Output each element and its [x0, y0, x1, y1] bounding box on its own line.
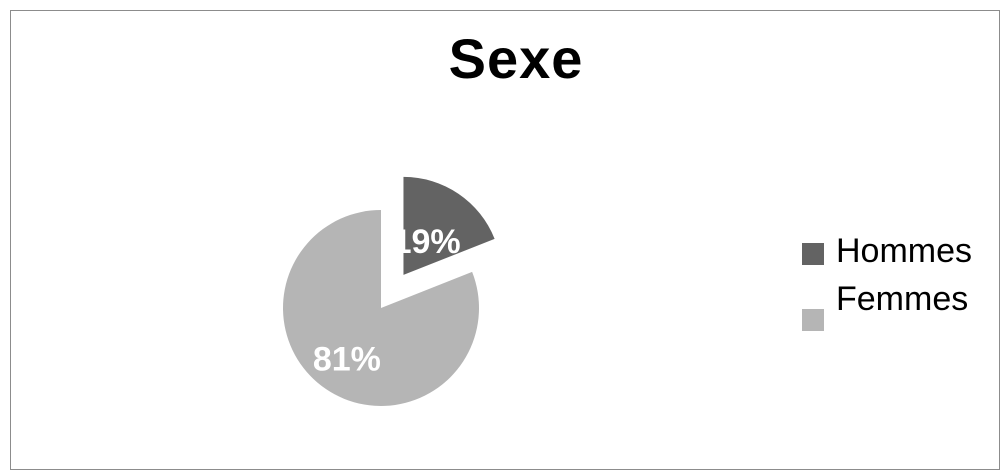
legend-label-femmes: Femmes	[836, 280, 969, 318]
legend-swatch-hommes	[802, 243, 824, 265]
legend-swatch-femmes	[802, 309, 824, 331]
pie-label-hommes: 19%	[393, 223, 461, 261]
pie-label-femmes: 81%	[313, 340, 381, 378]
pie-chart: 19% 81%	[282, 176, 495, 406]
legend-label-hommes: Hommes	[836, 232, 973, 270]
pie-slice-femmes	[282, 210, 479, 406]
chart-frame	[10, 10, 1000, 470]
chart-title: Sexe	[448, 27, 584, 90]
pie-slice-hommes	[403, 176, 495, 275]
